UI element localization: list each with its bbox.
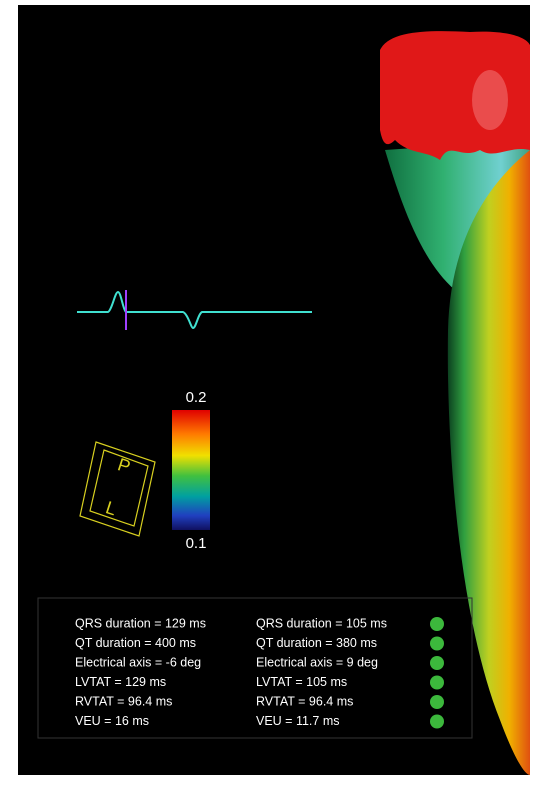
stat-left: VEU = 16 ms	[75, 714, 149, 728]
stat-right: QT duration = 380 ms	[256, 636, 377, 650]
status-dot	[430, 676, 444, 690]
page: 0.2 0.1 P L QRS duration = 129 msQRS dur…	[0, 0, 541, 797]
status-dot	[430, 637, 444, 651]
stat-left: Electrical axis = -6 deg	[75, 655, 201, 669]
stat-right: VEU = 11.7 ms	[256, 714, 339, 728]
stat-right: RVTAT = 96.4 ms	[256, 694, 353, 708]
stat-left: QRS duration = 129 ms	[75, 616, 206, 630]
status-dot	[430, 656, 444, 670]
stat-right: LVTAT = 105 ms	[256, 675, 347, 689]
status-dot	[430, 617, 444, 631]
status-dot	[430, 695, 444, 709]
stat-left: LVTAT = 129 ms	[75, 675, 166, 689]
stat-right: Electrical axis = 9 deg	[256, 655, 378, 669]
stat-right: QRS duration = 105 ms	[256, 616, 387, 630]
colorbar-min: 0.1	[186, 535, 207, 552]
highlight	[472, 70, 508, 130]
figure: 0.2 0.1 P L QRS duration = 129 msQRS dur…	[0, 0, 541, 797]
colorbar	[172, 410, 210, 530]
stat-left: RVTAT = 96.4 ms	[75, 694, 172, 708]
colorbar-max: 0.2	[186, 389, 207, 406]
status-dot	[430, 715, 444, 729]
stat-left: QT duration = 400 ms	[75, 636, 196, 650]
